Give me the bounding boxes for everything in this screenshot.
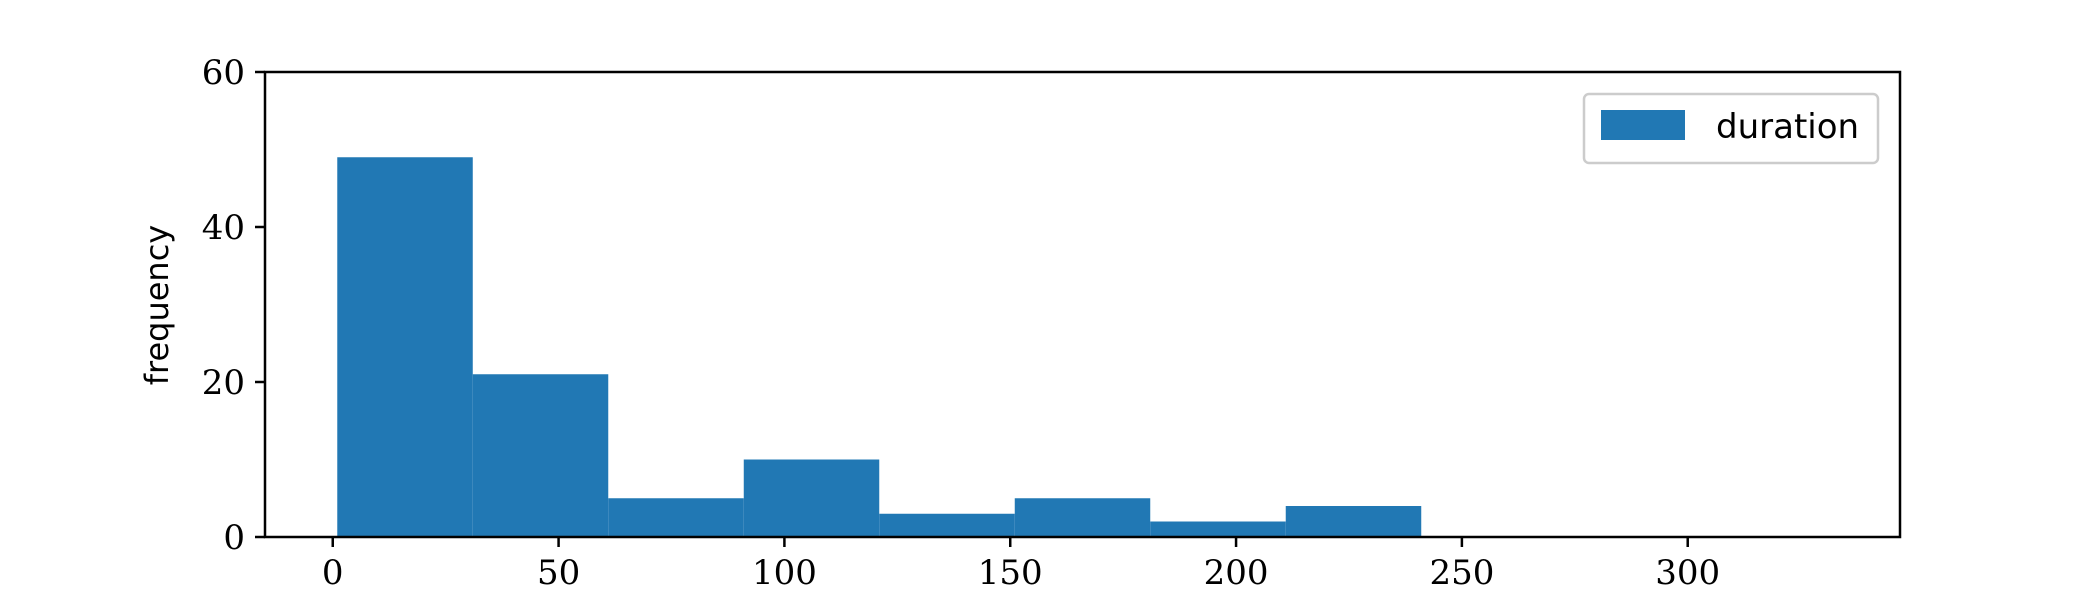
- plot-frame: [263, 70, 1902, 539]
- legend-label: duration: [1716, 107, 1859, 147]
- histogram-bar-3: [743, 459, 880, 537]
- histogram-bars: [337, 157, 1422, 537]
- histogram-bar-1: [472, 374, 609, 537]
- y-tick-label: 0: [223, 518, 245, 558]
- x-tick-label: 250: [1429, 553, 1494, 593]
- histogram-bar-6: [1150, 521, 1286, 537]
- y-tick-label: 40: [202, 208, 245, 248]
- histogram-bar-0: [337, 157, 473, 537]
- x-tick-label: 100: [752, 553, 817, 593]
- y-axis-label: frequency: [138, 225, 176, 386]
- x-tick-label: 300: [1655, 553, 1720, 593]
- histogram-bar-2: [608, 498, 744, 537]
- y-tick-label: 20: [202, 363, 245, 403]
- x-tick-label: 150: [978, 553, 1043, 593]
- y-tick-label: 60: [202, 53, 245, 93]
- x-axis: 0 50 100 150 200 250 300: [322, 537, 1720, 593]
- histogram-bar-5: [1014, 498, 1151, 537]
- y-axis: 0 20 40 60: [202, 53, 265, 558]
- legend: duration: [1582, 92, 1880, 165]
- x-tick-label: 200: [1204, 553, 1269, 593]
- legend-swatch: [1601, 110, 1685, 140]
- histogram-bar-7: [1285, 506, 1422, 537]
- x-tick-label: 50: [537, 553, 580, 593]
- histogram-bar-4: [879, 513, 1015, 537]
- x-tick-label: 0: [322, 553, 344, 593]
